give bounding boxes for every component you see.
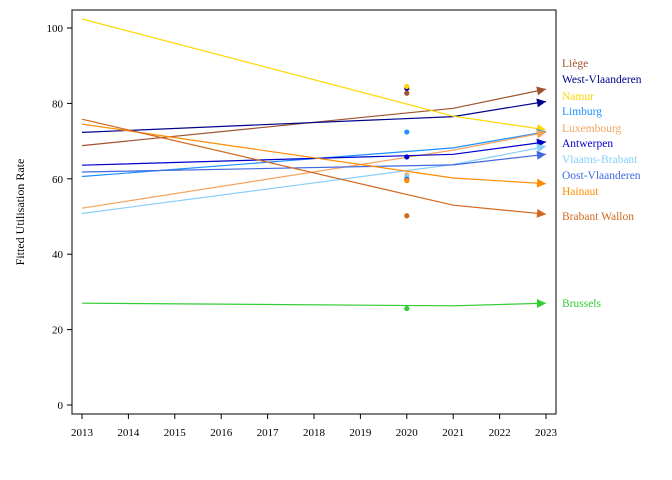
series-point <box>404 90 410 96</box>
x-tick-label: 2014 <box>117 427 140 439</box>
y-tick-label: 40 <box>52 249 64 261</box>
series-arrowhead <box>536 208 546 218</box>
y-axis: 0 20 40 60 80 100 <box>47 23 72 412</box>
series-line <box>81 131 547 178</box>
series-label: West-Vlaanderen <box>562 74 642 86</box>
y-tick-label: 20 <box>52 325 64 337</box>
x-tick-label: 2019 <box>349 427 372 439</box>
series-line <box>81 153 547 173</box>
y-tick-label: 60 <box>52 174 64 186</box>
series-arrowhead <box>536 98 546 108</box>
series-point <box>404 129 410 135</box>
y-axis-title: Fitted Utilisation Rate <box>13 159 27 266</box>
series-point <box>404 178 410 184</box>
series-line <box>81 123 547 185</box>
plot-frame <box>71 9 557 415</box>
series-arrowhead <box>536 150 546 160</box>
x-tick-label: 2023 <box>535 427 558 439</box>
series-line <box>81 18 547 131</box>
series-point <box>404 213 410 219</box>
x-tick-label: 2016 <box>210 427 233 439</box>
series-point <box>404 305 410 312</box>
series-line <box>81 141 547 166</box>
series-points <box>404 83 410 312</box>
series-labels: Liège West-Vlaanderen Namur Limburg Luxembou… <box>562 58 642 310</box>
x-tick-label: 2022 <box>489 427 511 439</box>
series-arrowhead <box>536 129 546 139</box>
x-tick-label: 2021 <box>442 427 464 439</box>
series-line <box>81 302 547 307</box>
series-line <box>81 118 547 215</box>
series-arrowhead <box>536 143 546 153</box>
y-tick-label: 0 <box>58 400 64 412</box>
y-tick-label: 80 <box>52 98 64 110</box>
series-label: Brabant Wallon <box>562 211 634 223</box>
series-line <box>81 88 547 147</box>
series-label: Liège <box>562 58 588 70</box>
series-label: Hainaut <box>562 186 599 198</box>
series-label: Luxembourg <box>562 123 621 135</box>
x-axis: 2013 2014 2015 2016 2017 2018 2019 2020 2021 2022… <box>71 414 558 439</box>
series-label: Limburg <box>562 106 602 118</box>
y-tick-label: 100 <box>47 23 64 35</box>
x-tick-label: 2018 <box>303 427 326 439</box>
x-tick-label: 2013 <box>71 427 94 439</box>
series-label: Brussels <box>562 298 602 310</box>
series-arrowhead <box>536 298 546 308</box>
series-point <box>404 83 410 90</box>
x-tick-label: 2017 <box>257 427 280 439</box>
x-tick-label: 2015 <box>164 427 187 439</box>
series-arrowhead <box>536 178 546 188</box>
series-label: Antwerpen <box>562 138 613 150</box>
series-label: Namur <box>562 91 594 103</box>
series-line <box>81 131 547 209</box>
series-label: Oost-Vlaanderen <box>562 170 641 182</box>
series-lines <box>81 18 547 308</box>
x-tick-label: 2020 <box>396 427 419 439</box>
series-label: Vlaams-Brabant <box>562 154 638 166</box>
series-arrowhead <box>536 86 546 96</box>
series-point <box>404 154 410 160</box>
